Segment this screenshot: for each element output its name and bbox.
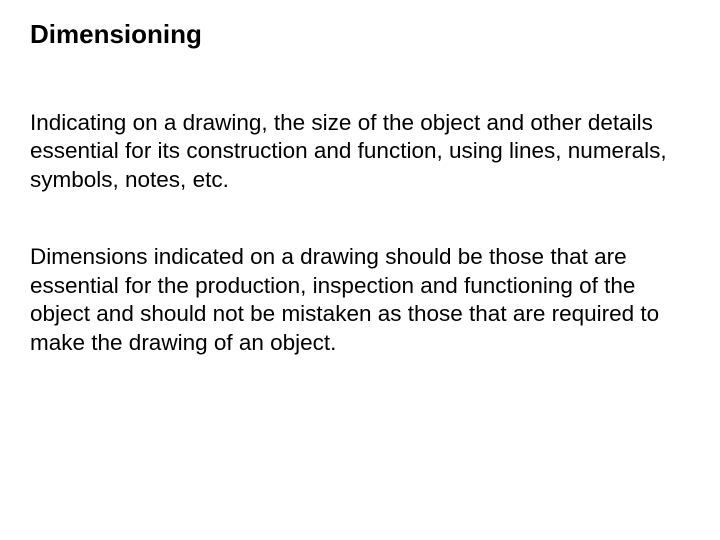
slide-title: Dimensioning — [30, 18, 690, 51]
explanation-paragraph: Dimensions indicated on a drawing should… — [30, 243, 670, 358]
definition-paragraph: Indicating on a drawing, the size of the… — [30, 109, 670, 195]
slide: Dimensioning Indicating on a drawing, th… — [0, 0, 720, 540]
